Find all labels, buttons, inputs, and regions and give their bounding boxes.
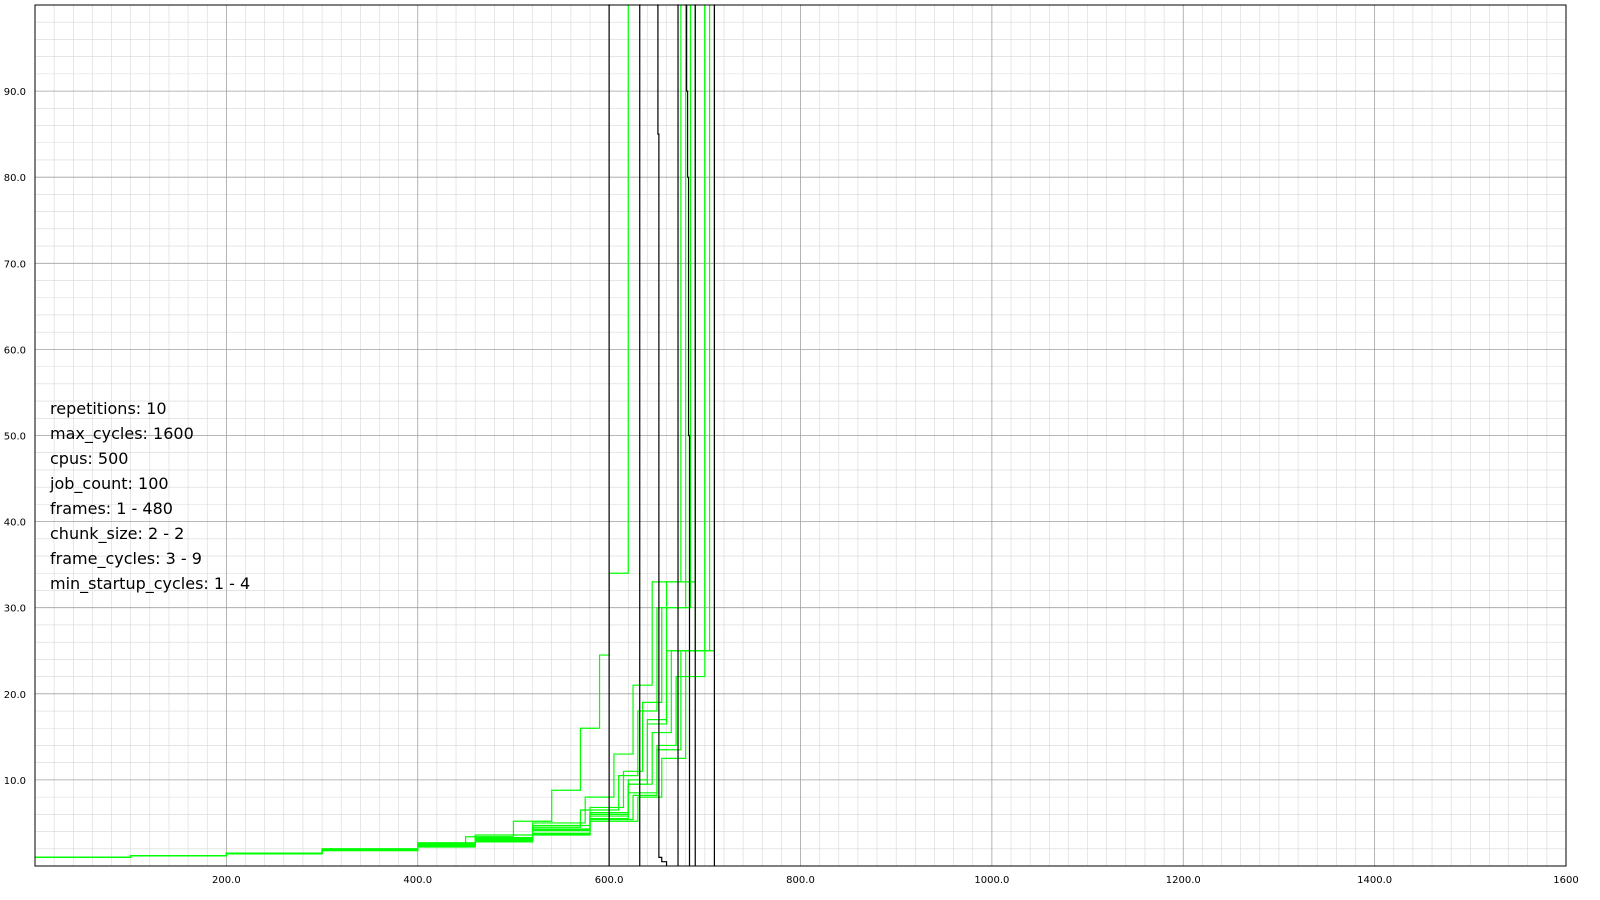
annotation-text: repetitions: 10 <box>50 399 167 418</box>
x-tick-label: 200.0 <box>212 875 241 886</box>
annotation-text: min_startup_cycles: 1 - 4 <box>50 574 250 594</box>
y-tick-label: 90.0 <box>4 87 26 98</box>
annotation-text: job_count: 100 <box>49 474 169 494</box>
y-tick-label: 80.0 <box>4 173 26 184</box>
annotation-text: cpus: 500 <box>50 449 128 468</box>
annotation-text: max_cycles: 1600 <box>50 424 194 444</box>
plot-frame <box>34 4 1567 867</box>
y-tick-label: 70.0 <box>4 259 26 270</box>
annotation-text: chunk_size: 2 - 2 <box>50 524 184 544</box>
y-tick-label: 30.0 <box>4 604 26 615</box>
annotation-text: frame_cycles: 3 - 9 <box>50 549 202 569</box>
y-tick-label: 50.0 <box>4 432 26 443</box>
x-axis-ticks: 200.0 400.0 600.0 800.0 1000.0 1200.0 1400.0 16… <box>212 875 1579 886</box>
x-tick-label: 1400.0 <box>1357 875 1392 886</box>
y-tick-label: 40.0 <box>4 518 26 529</box>
series-line-15 <box>685 4 691 866</box>
x-tick-label: 400.0 <box>403 875 432 886</box>
y-tick-label: 10.0 <box>4 776 26 787</box>
x-tick-label: 800.0 <box>786 875 815 886</box>
x-tick-label: 600.0 <box>595 875 624 886</box>
series-line-13 <box>656 4 668 866</box>
y-axis-ticks: 10.0 20.0 30.0 40.0 50.0 60.0 70.0 80.0 90.0 <box>4 87 26 787</box>
x-tick-label: 1600 <box>1553 875 1578 886</box>
annotation-text: frames: 1 - 480 <box>50 499 173 518</box>
x-tick-label: 1200.0 <box>1166 875 1201 886</box>
x-tick-label: 1000.0 <box>974 875 1009 886</box>
parameter-annotations: repetitions: 10 max_cycles: 1600 cpus: 500… <box>49 399 250 594</box>
y-tick-label: 60.0 <box>4 345 26 356</box>
y-tick-label: 20.0 <box>4 690 26 701</box>
